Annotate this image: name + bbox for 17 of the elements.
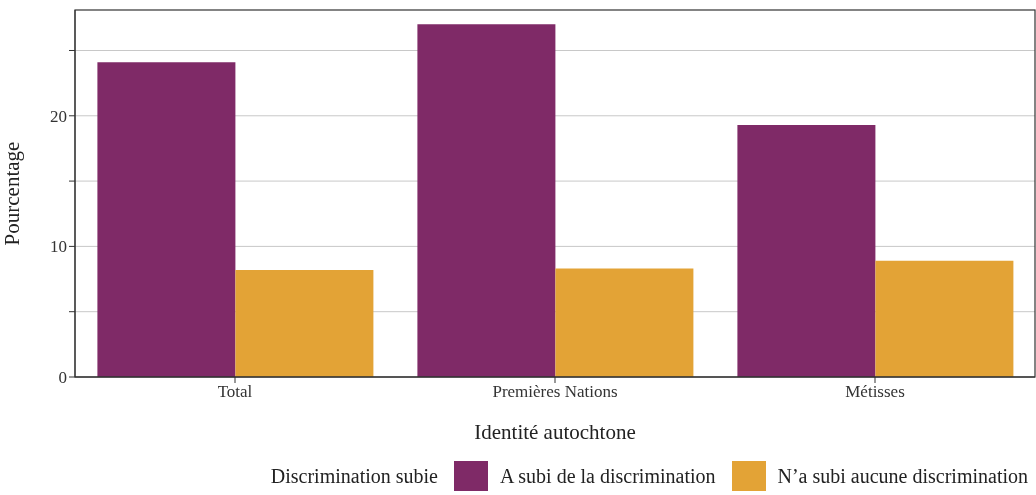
y-tick-label: 10 bbox=[50, 237, 67, 257]
y-axis-title: Pourcentage bbox=[0, 141, 25, 246]
bar bbox=[417, 24, 556, 377]
x-axis-title: Identité autochtone bbox=[474, 420, 636, 444]
legend-title: Discrimination subie bbox=[270, 464, 438, 488]
y-tick-label: 20 bbox=[50, 106, 67, 126]
x-tick-label: Total bbox=[217, 382, 253, 402]
bar bbox=[737, 124, 876, 377]
bar bbox=[97, 62, 236, 377]
bar bbox=[555, 268, 694, 377]
x-tick-label: Métisses bbox=[845, 382, 905, 402]
y-tick-label: 0 bbox=[58, 368, 67, 388]
bar bbox=[235, 269, 374, 377]
bar bbox=[875, 260, 1014, 377]
legend-label: N’a subi aucune discrimination bbox=[777, 464, 1028, 488]
x-tick-label: Premières Nations bbox=[492, 382, 618, 402]
legend-label: A subi de la discrimination bbox=[499, 464, 716, 488]
